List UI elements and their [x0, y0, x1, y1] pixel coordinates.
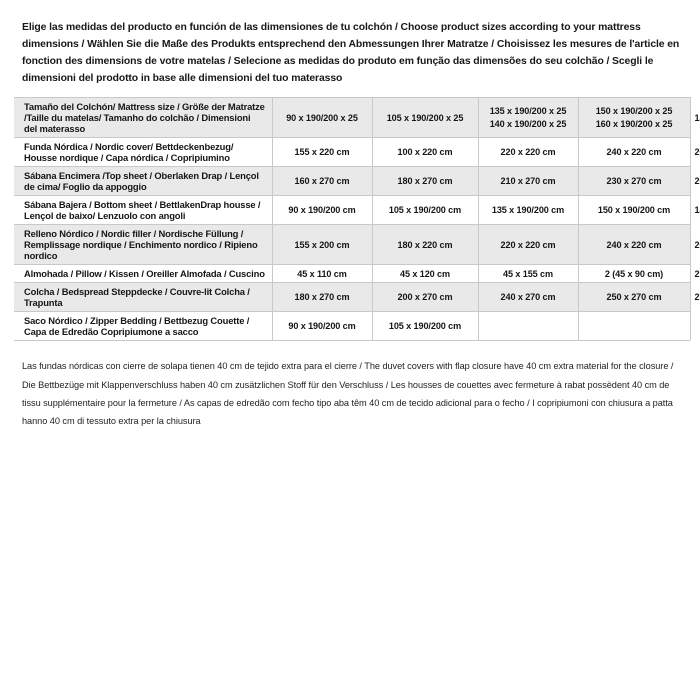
row-value-col-2: 180 x 270 cm — [371, 166, 478, 196]
row-value-col-3: 135 x 190/200 cm — [477, 195, 578, 225]
row-value-col-2: 45 x 120 cm — [371, 264, 478, 283]
row-value-col-3 — [477, 311, 578, 341]
table-row: Saco Nórdico / Zipper Bedding / Bettbezu… — [14, 311, 690, 341]
row-label: Sábana Bajera / Bottom sheet / Bettlaken… — [24, 199, 261, 222]
row-value-col-1: 155 x 200 cm — [271, 224, 372, 265]
table-row: Sábana Bajera / Bottom sheet / Bettlaken… — [14, 195, 700, 225]
row-value-col-3: 240 x 270 cm — [477, 282, 578, 312]
row-value-col-1: 160 x 270 cm — [271, 166, 372, 196]
row-value-col-4: 230 x 270 cm — [577, 166, 690, 196]
table-row: Sábana Encimera /Top sheet / Oberlaken D… — [14, 166, 700, 196]
header-col-3-line-2: 140 x 190/200 x 25 — [489, 118, 567, 129]
row-label: Relleno Nórdico / Nordic filler / Nordis… — [24, 228, 258, 262]
row-value-col-2: 180 x 220 cm — [371, 224, 478, 265]
row-label: Sábana Encimera /Top sheet / Oberlaken D… — [24, 170, 259, 193]
table-row: Funda Nórdica / Nordic cover/ Bettdecken… — [14, 137, 700, 167]
header-col-2: 105 x 190/200 x 25 — [371, 97, 478, 138]
row-value-col-4: 240 x 220 cm — [577, 137, 690, 167]
row-value-col-2: 105 x 190/200 cm — [371, 311, 478, 341]
row-value-col-4: 250 x 270 cm — [577, 282, 690, 312]
table-row: Relleno Nórdico / Nordic filler / Nordis… — [14, 224, 700, 265]
header-col-4: 150 x 190/200 x 25 160 x 190/200 x 25 — [577, 97, 690, 138]
row-label: Funda Nórdica / Nordic cover/ Bettdecken… — [24, 141, 234, 164]
header-col-1: 90 x 190/200 x 25 — [271, 97, 372, 138]
footnote-flap-closure: Las fundas nórdicas con cierre de solapa… — [22, 361, 674, 427]
header-col-3: 135 x 190/200 x 25 140 x 190/200 x 25 — [477, 97, 578, 138]
row-value-col-4: 150 x 190/200 cm — [577, 195, 690, 225]
row-value-col-4: 2 (45 x 90 cm) — [577, 264, 690, 283]
table-header-row: Tamaño del Colchón/ Mattress size / Größ… — [14, 97, 700, 138]
header-label-mattress-size: Tamaño del Colchón/ Mattress size / Größ… — [24, 101, 265, 135]
row-value-col-1: 90 x 190/200 cm — [271, 195, 372, 225]
table-row: Colcha / Bedspread Steppdecke / Couvre-l… — [14, 282, 700, 312]
row-value-col-1: 90 x 190/200 cm — [271, 311, 372, 341]
row-value-col-3: 220 x 220 cm — [477, 224, 578, 265]
row-value-col-3: 210 x 270 cm — [477, 166, 578, 196]
header-col-3-line-1: 135 x 190/200 x 25 — [489, 105, 567, 116]
row-value-col-2: 200 x 270 cm — [371, 282, 478, 312]
row-value-col-2: 100 x 220 cm — [371, 137, 478, 167]
header-col-4-line-1: 150 x 190/200 x 25 — [595, 105, 673, 116]
row-value-col-3: 45 x 155 cm — [477, 264, 578, 283]
row-value-col-4: 240 x 220 cm — [577, 224, 690, 265]
row-label: Saco Nórdico / Zipper Bedding / Bettbezu… — [24, 315, 250, 338]
mattress-size-table: Tamaño del Colchón/ Mattress size / Größ… — [14, 97, 700, 341]
header-col-4-line-2: 160 x 190/200 x 25 — [595, 118, 673, 129]
row-value-col-2: 105 x 190/200 cm — [371, 195, 478, 225]
row-value-col-1: 155 x 220 cm — [271, 137, 372, 167]
row-label: Almohada / Pillow / Kissen / Oreiller Al… — [24, 268, 265, 280]
intro-instructions: Elige las medidas del producto en funció… — [22, 22, 680, 84]
table-row: Almohada / Pillow / Kissen / Oreiller Al… — [14, 264, 700, 283]
row-value-col-3: 220 x 220 cm — [477, 137, 578, 167]
row-value-col-4 — [577, 311, 690, 341]
table-bottom-divider — [14, 340, 690, 342]
row-value-col-1: 180 x 270 cm — [271, 282, 372, 312]
row-label: Colcha / Bedspread Steppdecke / Couvre-l… — [24, 286, 250, 309]
row-value-col-1: 45 x 110 cm — [271, 264, 372, 283]
